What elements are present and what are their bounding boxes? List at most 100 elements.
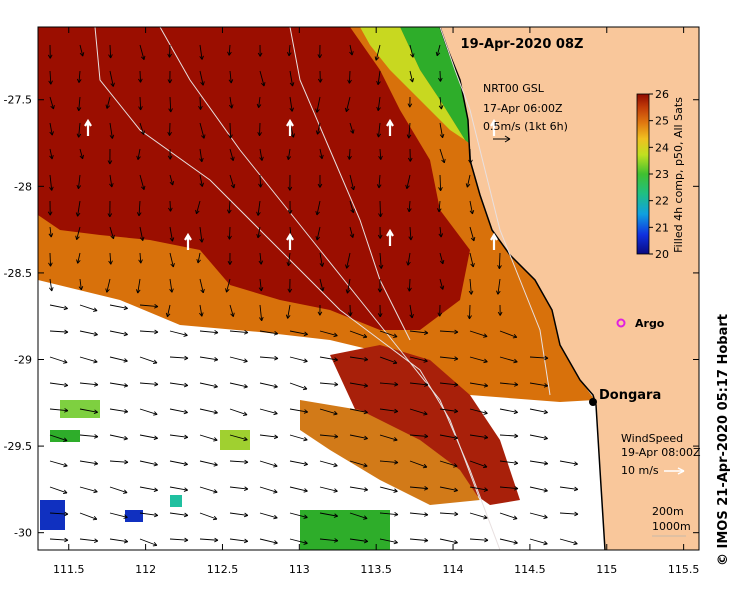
- contour-legend-200m: 200m: [652, 505, 684, 518]
- vector-arrow: [139, 382, 158, 385]
- vector-arrow: [529, 382, 548, 387]
- vector-arrowhead: [376, 106, 381, 111]
- vector-arrowhead: [243, 358, 248, 363]
- vector-arrowhead: [484, 537, 489, 543]
- vector-arrow: [499, 486, 518, 490]
- vector-arrowhead: [64, 408, 69, 413]
- lon-tick-label: 114.5: [514, 563, 546, 576]
- vector-arrow: [169, 486, 188, 491]
- vector-arrowhead: [75, 235, 80, 240]
- vector-arrowhead: [406, 261, 411, 266]
- vector-arrow: [79, 44, 84, 57]
- vector-arrowhead: [407, 157, 413, 162]
- vector-arrow: [199, 538, 218, 541]
- vector-arrow: [139, 408, 158, 415]
- vector-arrowhead: [405, 184, 410, 189]
- vector-arrowhead: [64, 329, 69, 335]
- vector-arrowhead: [244, 459, 249, 465]
- vector-arrow: [196, 200, 201, 214]
- vector-arrow: [469, 434, 488, 439]
- vector-arrowhead: [302, 385, 308, 391]
- vector-arrowhead: [123, 358, 128, 363]
- vector-arrowhead: [140, 130, 145, 135]
- vector-arrowhead: [230, 184, 236, 189]
- vector-arrow: [138, 200, 141, 216]
- vector-arrowhead: [212, 515, 218, 521]
- vector-arrow: [499, 408, 518, 413]
- vector-arrow: [319, 434, 338, 438]
- vector-arrow: [409, 382, 428, 386]
- vector-arrowhead: [317, 54, 323, 59]
- vector-arrow: [229, 70, 232, 84]
- vector-arrowhead: [543, 487, 548, 493]
- vector-arrowhead: [153, 435, 158, 441]
- vector-arrowhead: [483, 383, 489, 388]
- vector-arrowhead: [482, 463, 488, 469]
- vector-arrow: [109, 486, 128, 494]
- vector-arrow: [559, 538, 578, 545]
- vector-arrowhead: [454, 511, 459, 517]
- vector-arrow: [319, 512, 338, 517]
- vector-arrowhead: [244, 486, 249, 491]
- vector-arrowhead: [152, 542, 158, 547]
- vector-arrow: [199, 512, 218, 520]
- vector-arrow: [49, 174, 53, 191]
- vector-arrow: [409, 44, 414, 58]
- vector-arrowhead: [377, 288, 383, 293]
- vector-arrow: [79, 486, 98, 493]
- vector-arrow: [377, 96, 381, 111]
- vector-arrow: [49, 356, 68, 364]
- vector-arrow: [497, 278, 501, 295]
- vector-arrowhead: [333, 513, 338, 518]
- lon-tick-label: 112.5: [207, 563, 239, 576]
- vector-arrow: [407, 252, 411, 266]
- vector-arrow: [79, 356, 98, 363]
- vector-arrow: [169, 252, 174, 268]
- vector-arrow: [379, 486, 398, 492]
- vector-arrow: [439, 252, 444, 264]
- argo-label: Argo: [635, 317, 665, 330]
- vector-arrow: [559, 460, 578, 465]
- vector-arrow: [529, 356, 548, 359]
- vector-arrowhead: [573, 540, 578, 546]
- vector-arrowhead: [345, 289, 351, 294]
- vector-arrowhead: [303, 409, 309, 414]
- vector-arrow: [199, 278, 204, 293]
- currents-legend: NRT00 GSL 17-Apr 06:00Z 0.5m/s (1kt 6h): [483, 82, 568, 143]
- vector-arrow: [289, 486, 308, 492]
- vector-arrowhead: [243, 436, 248, 442]
- vector-arrow: [228, 44, 231, 56]
- vector-arrow: [199, 330, 218, 334]
- vector-arrowhead: [290, 133, 295, 138]
- vector-arrow: [229, 408, 248, 416]
- sst-yellow-nearshore: [360, 27, 465, 140]
- vector-arrowhead: [64, 537, 69, 543]
- vector-arrowhead: [225, 288, 230, 293]
- vector-arrowhead: [468, 159, 473, 164]
- vector-arrow: [529, 538, 548, 545]
- vector-arrow: [109, 382, 128, 387]
- vector-arrow: [469, 356, 488, 363]
- vector-arrow: [169, 96, 172, 113]
- vector-arrowhead: [334, 434, 339, 439]
- vector-arrowhead: [273, 383, 278, 389]
- vector-arrow: [289, 96, 293, 112]
- vector-arrow: [229, 122, 232, 139]
- vector-arrowhead: [273, 540, 278, 545]
- vector-arrowhead: [483, 410, 488, 415]
- vector-arrowhead: [438, 105, 444, 110]
- vector-arrow: [139, 512, 158, 516]
- vector-arrow: [289, 356, 308, 362]
- vector-arrowhead: [423, 411, 428, 416]
- vector-arrow: [379, 460, 398, 464]
- vector-arrow: [49, 148, 53, 160]
- vector-arrowhead: [350, 208, 355, 214]
- vector-arrow: [349, 382, 368, 387]
- vector-arrow: [379, 200, 381, 217]
- vector-arrowhead: [228, 104, 234, 109]
- vector-arrowhead: [317, 311, 323, 316]
- vector-arrowhead: [287, 288, 293, 293]
- vector-arrowhead: [377, 234, 383, 239]
- drifter-arrow: [386, 228, 394, 246]
- vector-arrowhead: [574, 511, 579, 517]
